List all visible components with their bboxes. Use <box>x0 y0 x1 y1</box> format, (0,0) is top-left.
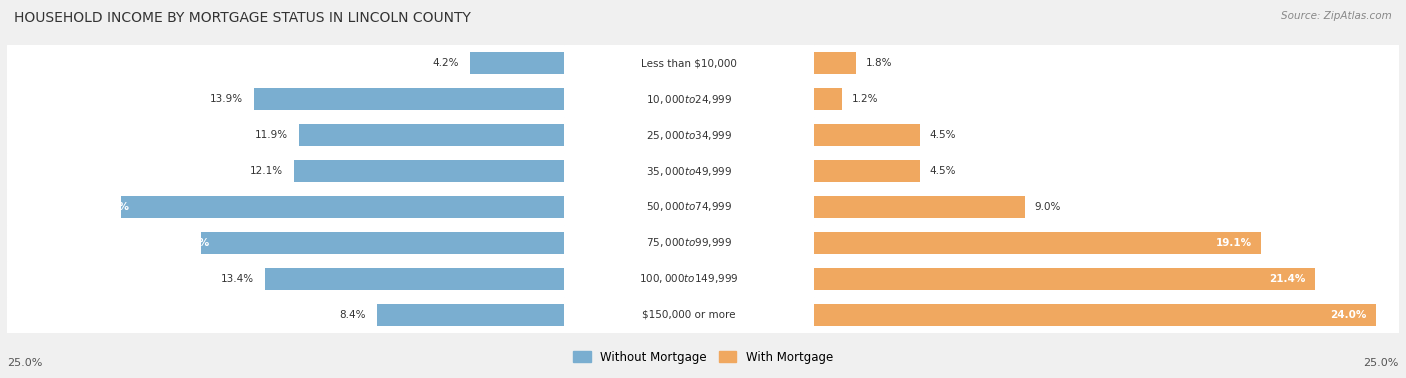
Bar <box>7 261 564 297</box>
Bar <box>7 45 564 81</box>
Bar <box>564 189 814 225</box>
Bar <box>814 297 1399 333</box>
Bar <box>201 232 564 254</box>
Text: 4.5%: 4.5% <box>929 166 956 176</box>
Bar <box>814 119 1399 152</box>
Text: 25.0%: 25.0% <box>1364 358 1399 368</box>
Text: Source: ZipAtlas.com: Source: ZipAtlas.com <box>1281 11 1392 21</box>
Bar <box>377 304 564 326</box>
Bar <box>7 225 564 261</box>
Bar <box>564 153 814 189</box>
Text: $150,000 or more: $150,000 or more <box>643 310 735 320</box>
Bar <box>814 189 1399 225</box>
Bar <box>7 298 564 331</box>
Text: 19.1%: 19.1% <box>1216 238 1251 248</box>
Text: $10,000 to $24,999: $10,000 to $24,999 <box>645 93 733 106</box>
Bar <box>814 117 1399 153</box>
Bar <box>564 45 814 81</box>
Bar <box>121 196 564 218</box>
Bar <box>814 298 1399 331</box>
Bar <box>814 45 1399 81</box>
Bar <box>564 81 814 117</box>
Bar <box>564 191 814 223</box>
Bar <box>564 225 814 261</box>
Text: 4.5%: 4.5% <box>929 130 956 140</box>
Bar <box>814 268 1315 290</box>
Text: Less than $10,000: Less than $10,000 <box>641 58 737 68</box>
Bar <box>814 225 1399 261</box>
Bar <box>814 232 1261 254</box>
Text: 11.9%: 11.9% <box>254 130 288 140</box>
Text: $100,000 to $149,999: $100,000 to $149,999 <box>640 272 738 285</box>
Bar <box>7 189 564 225</box>
Text: 24.0%: 24.0% <box>1330 310 1367 320</box>
Bar <box>7 153 564 189</box>
Text: $50,000 to $74,999: $50,000 to $74,999 <box>645 200 733 214</box>
Legend: Without Mortgage, With Mortgage: Without Mortgage, With Mortgage <box>568 346 838 368</box>
Bar <box>814 262 1399 295</box>
Text: 13.4%: 13.4% <box>221 274 254 284</box>
Bar <box>564 119 814 152</box>
Bar <box>266 268 564 290</box>
Bar <box>814 52 856 74</box>
Bar <box>814 226 1399 259</box>
Bar <box>7 226 564 259</box>
Bar <box>7 297 564 333</box>
Text: $35,000 to $49,999: $35,000 to $49,999 <box>645 164 733 178</box>
Bar <box>814 160 920 182</box>
Bar <box>814 191 1399 223</box>
Bar <box>564 155 814 187</box>
Bar <box>814 83 1399 116</box>
Text: 1.2%: 1.2% <box>852 94 879 104</box>
Bar <box>814 81 1399 117</box>
Bar <box>7 191 564 223</box>
Bar <box>564 262 814 295</box>
Text: 25.0%: 25.0% <box>7 358 42 368</box>
Bar <box>294 160 564 182</box>
Bar <box>814 124 920 146</box>
Text: 16.3%: 16.3% <box>173 238 209 248</box>
Text: $75,000 to $99,999: $75,000 to $99,999 <box>645 236 733 249</box>
Bar <box>7 119 564 152</box>
Bar <box>564 117 814 153</box>
Bar <box>564 298 814 331</box>
Text: 4.2%: 4.2% <box>433 58 460 68</box>
Bar <box>564 226 814 259</box>
Bar <box>7 47 564 80</box>
Bar <box>254 88 564 110</box>
Bar <box>814 304 1375 326</box>
Bar <box>7 83 564 116</box>
Bar <box>814 88 842 110</box>
Bar <box>470 52 564 74</box>
Text: 1.8%: 1.8% <box>866 58 893 68</box>
Bar <box>814 47 1399 80</box>
Text: 21.4%: 21.4% <box>1270 274 1305 284</box>
Bar <box>7 155 564 187</box>
Bar <box>814 153 1399 189</box>
Text: HOUSEHOLD INCOME BY MORTGAGE STATUS IN LINCOLN COUNTY: HOUSEHOLD INCOME BY MORTGAGE STATUS IN L… <box>14 11 471 25</box>
Text: 12.1%: 12.1% <box>250 166 283 176</box>
Text: $25,000 to $34,999: $25,000 to $34,999 <box>645 129 733 142</box>
Bar <box>814 261 1399 297</box>
Text: 8.4%: 8.4% <box>339 310 366 320</box>
Bar <box>564 261 814 297</box>
Bar <box>7 117 564 153</box>
Bar <box>299 124 564 146</box>
Bar <box>7 262 564 295</box>
Text: 13.9%: 13.9% <box>209 94 243 104</box>
Bar <box>564 83 814 116</box>
Bar <box>814 196 1025 218</box>
Bar <box>564 47 814 80</box>
Bar <box>7 81 564 117</box>
Text: 9.0%: 9.0% <box>1035 202 1060 212</box>
Text: 19.9%: 19.9% <box>94 202 129 212</box>
Bar <box>814 155 1399 187</box>
Bar <box>564 297 814 333</box>
